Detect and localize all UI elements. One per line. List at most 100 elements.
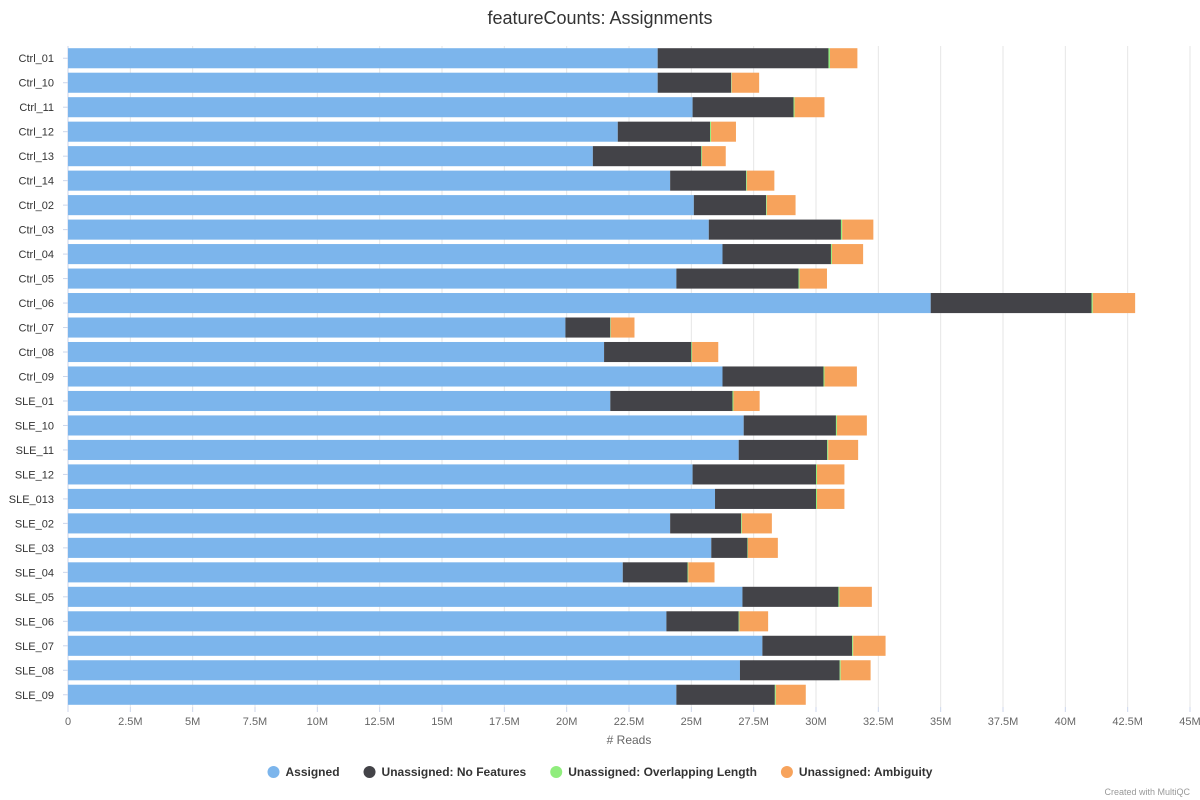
bar-unassigned-no-features-ctrl_14[interactable] (670, 170, 747, 191)
bar-unassigned-overlapping-length-sle_09[interactable] (774, 684, 776, 705)
bar-assigned-sle_05[interactable] (68, 586, 743, 607)
bar-unassigned-no-features-sle_09[interactable] (676, 684, 775, 705)
bar-unassigned-ambiguity-ctrl_01[interactable] (829, 48, 858, 69)
bar-unassigned-overlapping-length-ctrl_02[interactable] (766, 195, 767, 216)
bar-unassigned-no-features-sle_07[interactable] (762, 635, 853, 656)
bar-unassigned-no-features-ctrl_05[interactable] (676, 268, 799, 289)
bar-unassigned-overlapping-length-ctrl_05[interactable] (798, 268, 800, 289)
bar-unassigned-no-features-sle_08[interactable] (739, 660, 840, 681)
bar-assigned-sle_07[interactable] (68, 635, 763, 656)
bar-assigned-ctrl_06[interactable] (68, 293, 931, 314)
bar-unassigned-overlapping-length-sle_07[interactable] (852, 635, 854, 656)
bar-unassigned-overlapping-length-sle_08[interactable] (839, 660, 841, 681)
bar-unassigned-ambiguity-sle_01[interactable] (733, 390, 760, 412)
bar-unassigned-ambiguity-sle_02[interactable] (741, 513, 772, 534)
bar-unassigned-ambiguity-ctrl_03[interactable] (842, 219, 874, 240)
bar-unassigned-ambiguity-sle_12[interactable] (816, 464, 845, 485)
bar-assigned-sle_09[interactable] (68, 684, 677, 705)
bar-unassigned-no-features-ctrl_06[interactable] (930, 293, 1092, 314)
bar-unassigned-no-features-ctrl_01[interactable] (657, 48, 829, 69)
bar-assigned-ctrl_04[interactable] (68, 244, 723, 265)
bar-assigned-ctrl_08[interactable] (68, 341, 605, 363)
bar-unassigned-ambiguity-ctrl_11[interactable] (794, 97, 825, 118)
bar-unassigned-overlapping-length-ctrl_14[interactable] (746, 170, 747, 191)
bar-unassigned-overlapping-length-ctrl_12[interactable] (710, 121, 712, 142)
bar-assigned-ctrl_13[interactable] (68, 146, 593, 167)
bar-unassigned-no-features-ctrl_08[interactable] (604, 341, 692, 363)
bar-assigned-ctrl_03[interactable] (68, 219, 709, 240)
bar-unassigned-ambiguity-ctrl_07[interactable] (610, 317, 635, 338)
bar-unassigned-ambiguity-sle_07[interactable] (853, 635, 886, 656)
bar-assigned-sle_02[interactable] (68, 513, 671, 534)
bar-unassigned-no-features-sle_06[interactable] (666, 611, 739, 632)
bar-assigned-ctrl_11[interactable] (68, 97, 693, 118)
bar-unassigned-ambiguity-ctrl_04[interactable] (831, 244, 864, 265)
bar-unassigned-ambiguity-sle_08[interactable] (840, 660, 871, 681)
bar-unassigned-ambiguity-ctrl_02[interactable] (766, 195, 796, 216)
bar-assigned-sle_01[interactable] (68, 390, 611, 412)
bar-unassigned-overlapping-length-sle_01[interactable] (732, 390, 734, 412)
bar-unassigned-no-features-sle_03[interactable] (711, 537, 748, 558)
bar-assigned-ctrl_07[interactable] (68, 317, 566, 338)
legend-item-unassigned-no-features[interactable]: Unassigned: No Features (363, 765, 527, 779)
bar-unassigned-no-features-ctrl_04[interactable] (722, 244, 831, 265)
bar-assigned-ctrl_05[interactable] (68, 268, 677, 289)
bar-assigned-sle_013[interactable] (68, 488, 716, 509)
bar-assigned-ctrl_14[interactable] (68, 170, 671, 191)
bar-unassigned-no-features-sle_11[interactable] (738, 439, 828, 460)
bar-unassigned-overlapping-length-sle_04[interactable] (687, 562, 689, 583)
bar-unassigned-ambiguity-ctrl_13[interactable] (702, 146, 726, 167)
bar-unassigned-no-features-sle_01[interactable] (610, 390, 733, 412)
bar-unassigned-ambiguity-ctrl_09[interactable] (824, 366, 857, 387)
bar-unassigned-no-features-ctrl_13[interactable] (592, 146, 702, 167)
bar-unassigned-ambiguity-ctrl_05[interactable] (799, 268, 827, 289)
bar-unassigned-overlapping-length-sle_06[interactable] (738, 611, 740, 632)
bar-unassigned-ambiguity-sle_013[interactable] (816, 488, 845, 509)
bar-unassigned-overlapping-length-ctrl_13[interactable] (701, 146, 703, 167)
bar-unassigned-overlapping-length-sle_05[interactable] (838, 586, 840, 607)
bar-assigned-sle_10[interactable] (68, 415, 744, 436)
legend-item-unassigned-ambiguity[interactable]: Unassigned: Ambiguity (780, 765, 933, 779)
bar-unassigned-overlapping-length-sle_10[interactable] (835, 415, 837, 436)
bar-unassigned-ambiguity-ctrl_12[interactable] (711, 121, 736, 142)
bar-unassigned-overlapping-length-ctrl_03[interactable] (840, 219, 843, 240)
bar-unassigned-ambiguity-sle_10[interactable] (836, 415, 867, 436)
bar-unassigned-overlapping-length-sle_12[interactable] (816, 464, 817, 485)
bar-unassigned-no-features-sle_05[interactable] (742, 586, 839, 607)
bar-unassigned-no-features-ctrl_10[interactable] (657, 72, 732, 93)
bar-unassigned-ambiguity-sle_06[interactable] (739, 611, 769, 632)
bar-unassigned-ambiguity-sle_11[interactable] (828, 439, 859, 460)
bar-assigned-sle_12[interactable] (68, 464, 693, 485)
bar-assigned-sle_06[interactable] (68, 611, 667, 632)
bar-unassigned-ambiguity-sle_04[interactable] (688, 562, 715, 583)
bar-assigned-ctrl_09[interactable] (68, 366, 723, 387)
legend-item-assigned[interactable]: Assigned (267, 765, 340, 779)
bar-unassigned-ambiguity-sle_05[interactable] (839, 586, 872, 607)
bar-unassigned-no-features-ctrl_02[interactable] (693, 195, 767, 216)
bar-unassigned-no-features-ctrl_09[interactable] (722, 366, 824, 387)
bar-assigned-ctrl_12[interactable] (68, 121, 618, 142)
bar-unassigned-overlapping-length-sle_11[interactable] (827, 439, 829, 460)
bar-unassigned-no-features-sle_013[interactable] (715, 488, 816, 509)
bar-assigned-sle_03[interactable] (68, 537, 712, 558)
bar-unassigned-no-features-sle_10[interactable] (743, 415, 836, 436)
bar-assigned-ctrl_02[interactable] (68, 195, 694, 216)
bar-unassigned-overlapping-length-ctrl_11[interactable] (793, 97, 795, 118)
bar-unassigned-ambiguity-ctrl_10[interactable] (731, 72, 760, 93)
bar-unassigned-ambiguity-sle_09[interactable] (775, 684, 806, 705)
bar-unassigned-no-features-sle_02[interactable] (670, 513, 742, 534)
bar-unassigned-no-features-sle_04[interactable] (622, 562, 688, 583)
bar-unassigned-overlapping-length-ctrl_09[interactable] (823, 366, 825, 387)
bar-assigned-ctrl_10[interactable] (68, 72, 658, 93)
bar-assigned-ctrl_01[interactable] (68, 48, 658, 69)
bar-unassigned-no-features-ctrl_03[interactable] (708, 219, 841, 240)
bar-unassigned-ambiguity-ctrl_08[interactable] (692, 341, 719, 363)
bar-unassigned-no-features-sle_12[interactable] (692, 464, 816, 485)
bar-unassigned-overlapping-length-ctrl_04[interactable] (830, 244, 832, 265)
bar-unassigned-ambiguity-sle_03[interactable] (747, 537, 778, 558)
bar-unassigned-overlapping-length-sle_013[interactable] (816, 488, 817, 509)
bar-assigned-sle_11[interactable] (68, 439, 739, 460)
bar-unassigned-overlapping-length-ctrl_06[interactable] (1091, 293, 1093, 314)
bar-unassigned-no-features-ctrl_07[interactable] (565, 317, 611, 338)
bar-assigned-sle_04[interactable] (68, 562, 623, 583)
